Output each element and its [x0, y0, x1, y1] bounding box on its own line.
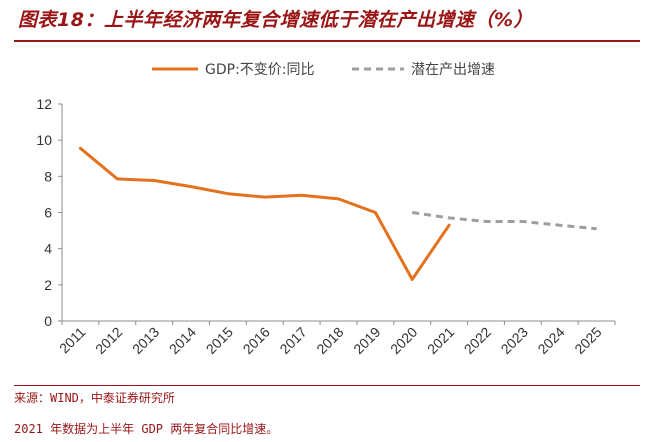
title-divider — [14, 40, 640, 42]
x-tick-label: 2013 — [129, 324, 162, 357]
footnote-text: 2021 年数据为上半年 GDP 两年复合同比增速。 — [14, 422, 279, 436]
legend-label: GDP:不变价:同比 — [205, 62, 315, 78]
x-tick-label: 2011 — [56, 324, 89, 357]
x-tick-label: 2020 — [387, 324, 420, 357]
x-tick-label: 2014 — [166, 324, 199, 357]
y-tick-label: 10 — [36, 132, 52, 148]
gdp-series-line — [78, 146, 451, 281]
x-tick-label: 2023 — [498, 324, 531, 357]
x-tick-label: 2022 — [461, 324, 494, 357]
y-tick-label: 4 — [44, 241, 52, 257]
x-tick-label: 2017 — [276, 324, 309, 357]
x-tick-label: 2016 — [240, 324, 273, 357]
x-tick-label: 2025 — [571, 324, 604, 357]
x-tick-label: 2024 — [534, 324, 567, 357]
x-axis: 2011 2012 2013 2014 2015 2016 2017 2018 2019 2020… — [56, 320, 616, 357]
x-tick-label: 2012 — [92, 324, 125, 357]
legend: GDP:不变价:同比 潜在产出增速 — [152, 62, 495, 78]
y-tick-label: 0 — [44, 313, 52, 329]
source-text: 来源：WIND，中泰证券研究所 — [14, 391, 175, 405]
series-group — [78, 146, 597, 281]
y-tick-label: 8 — [44, 168, 52, 184]
y-tick-label: 6 — [44, 205, 52, 221]
potential-output-series-line — [411, 211, 597, 231]
x-tick-label: 2018 — [313, 324, 346, 357]
x-tick-label: 2021 — [424, 324, 457, 357]
chart-title: 图表18：上半年经济两年复合增速低于潜在产出增速（%） — [18, 9, 533, 31]
x-tick-label: 2015 — [203, 324, 236, 357]
y-tick-label: 12 — [36, 96, 52, 112]
source-divider — [14, 385, 640, 386]
y-axis: 0 2 4 6 8 10 12 — [36, 96, 63, 329]
x-tick-label: 2019 — [350, 324, 383, 357]
legend-label: 潜在产出增速 — [411, 62, 495, 78]
y-tick-label: 2 — [44, 277, 52, 293]
